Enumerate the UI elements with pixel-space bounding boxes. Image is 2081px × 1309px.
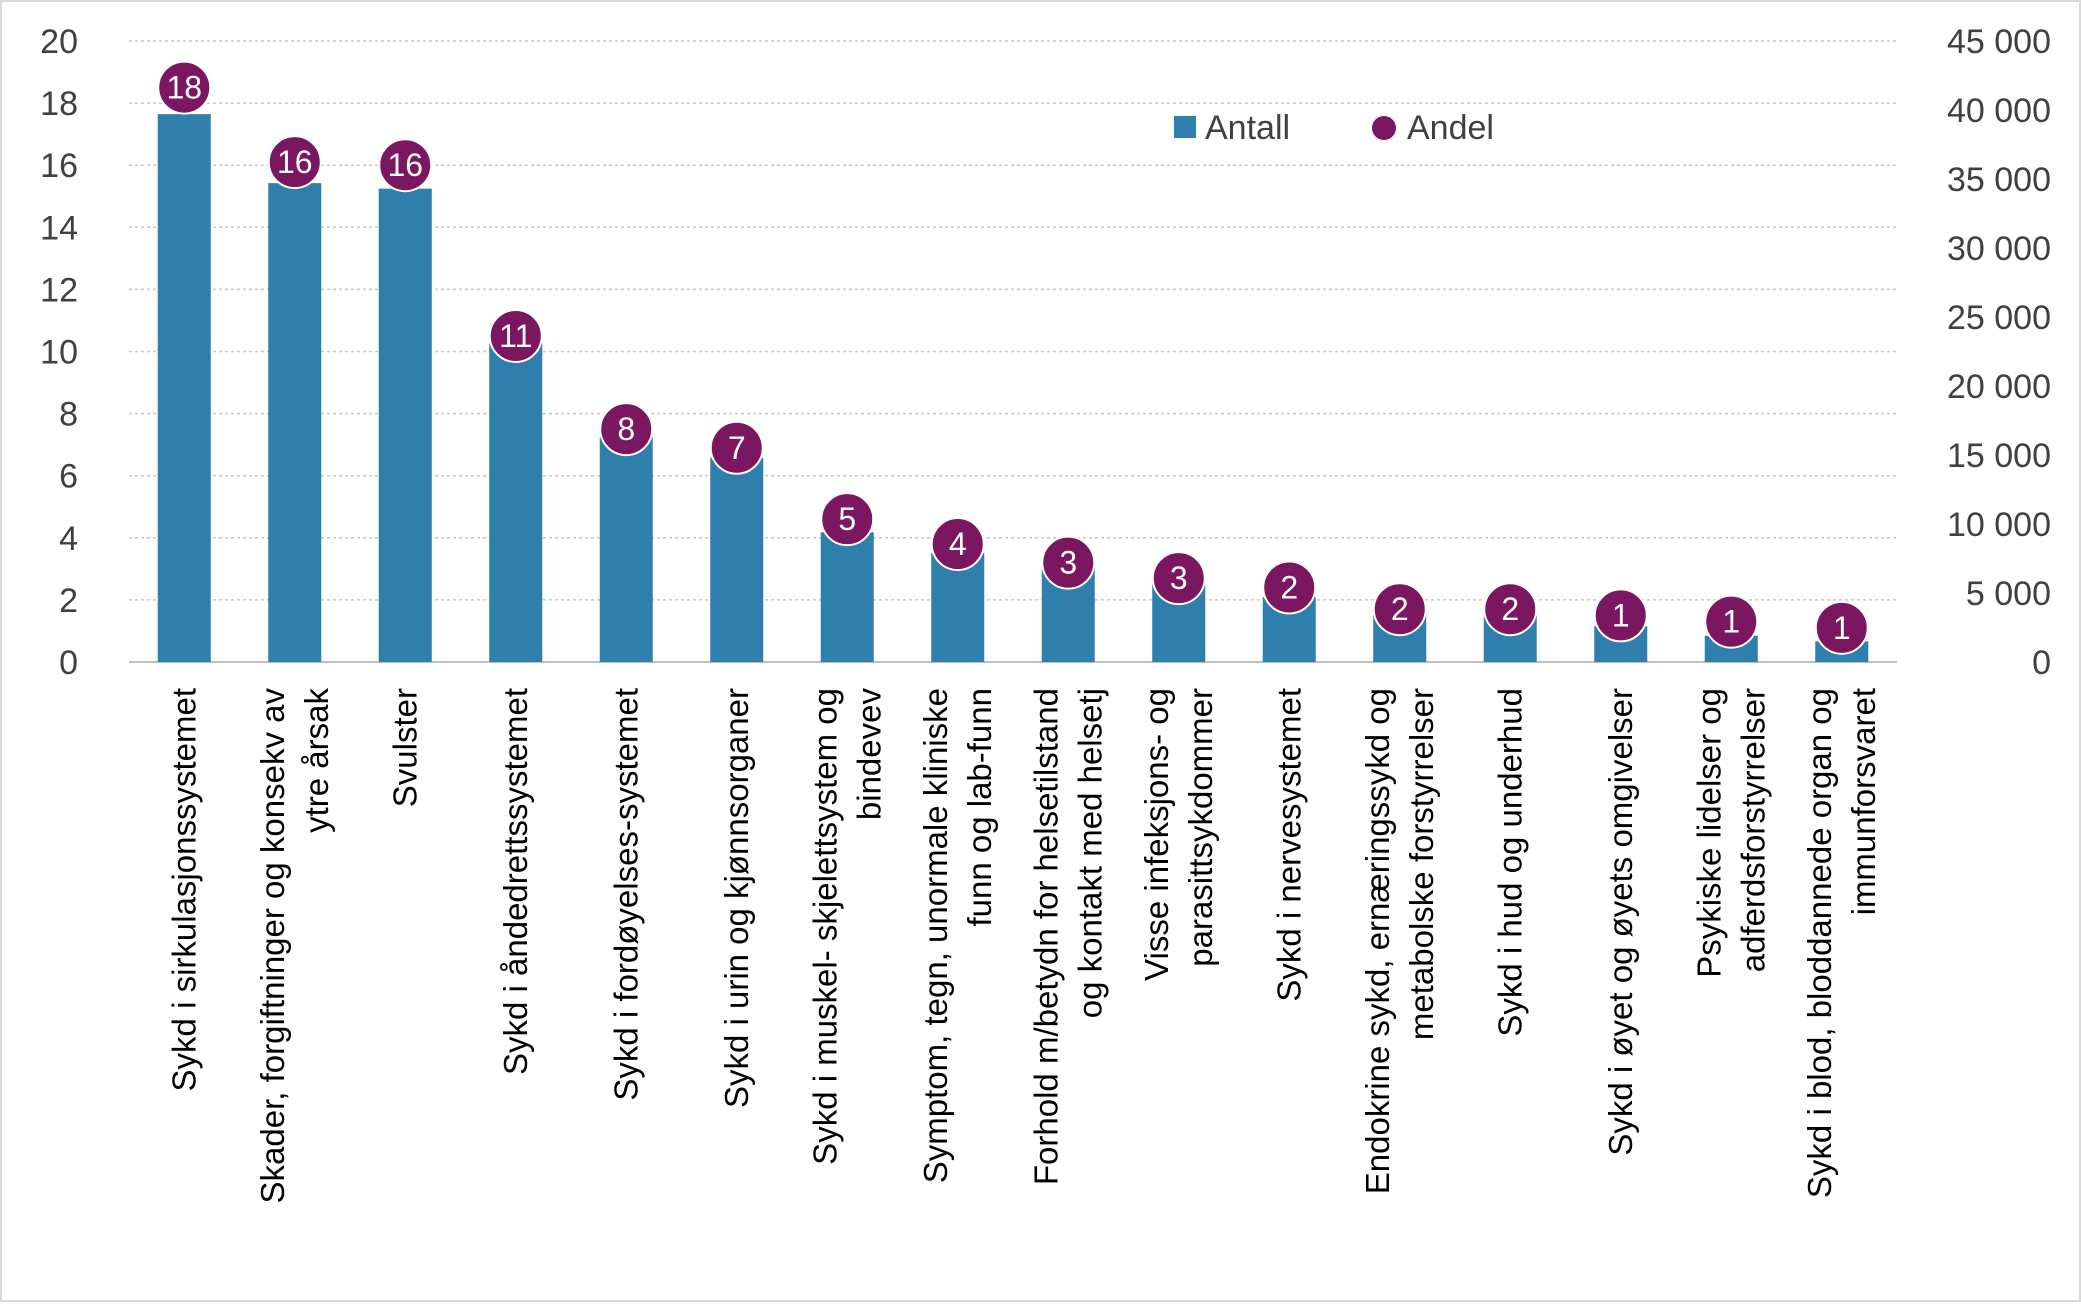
legend: Antall Andel [1174,109,1494,147]
category-label: immunforsvaret [1845,688,1882,915]
bar-antall [157,114,211,662]
legend-label-andel: Andel [1407,109,1494,147]
y-left-tick-label: 10 [40,334,78,372]
category-label: Sykd i blod, bloddannede organ og [1801,688,1838,1198]
dot-andel [378,138,433,193]
category-label: Forhold m/betydn for helsetilstand [1027,688,1064,1185]
dot-andel-label: 4 [949,526,967,562]
category-label: Psykiske lidelser og [1690,688,1727,978]
legend-swatch-andel [1372,116,1396,140]
dot-andel [1593,588,1648,643]
bar-antall [268,183,322,662]
dot-andel [1041,535,1096,590]
dot-andel [1372,582,1427,637]
dot-andel-label: 16 [277,144,313,180]
category-label: bindevev [850,688,887,821]
dot-andel-label: 1 [1612,597,1630,633]
category-label: Sykd i øyet og øyets omgivelser [1602,688,1639,1156]
dot-andel [1483,582,1538,637]
legend-swatch-antall [1174,116,1196,138]
dot-andel [1262,560,1317,615]
y-right-tick-label: 5 000 [1966,575,2051,613]
left-axis-ticks: 0 2 4 6 8 10 12 14 16 18 20 [40,23,78,682]
dot-andel [1814,600,1869,655]
dot-andel [599,402,654,457]
category-label: Visse infeksjons- og [1138,688,1175,981]
y-right-tick-label: 10 000 [1947,506,2051,544]
bar-antall [599,437,653,662]
category-label: metabolske forstyrrelser [1403,688,1440,1040]
dot-andel-label: 1 [1833,610,1851,646]
category-label: Svulster [386,688,423,807]
category-label: Sykd i urin og kjønnsorganer [718,688,755,1108]
y-left-tick-label: 20 [40,23,78,61]
dot-andel-label: 7 [728,430,746,466]
category-label: Sykd i fordøyelses-systemet [607,688,644,1101]
category-labels: Sykd i sirkulasjonssystemet Skader, forgi… [165,688,1882,1204]
dot-andel-label: 2 [1280,569,1298,605]
category-label: Sykd i sirkulasjonssystemet [165,688,202,1091]
dot-andel-label: 3 [1059,545,1077,581]
y-left-tick-label: 8 [59,396,78,434]
dot-andel-label: 1 [1722,604,1740,640]
dot-andel-label: 2 [1391,591,1409,627]
bar-series [157,114,1869,662]
category-label: Sykd i muskel- skjelettsystem og [806,688,843,1165]
category-label: parasittsykdommer [1182,688,1219,967]
bar-antall [489,343,543,662]
dot-andel-label: 2 [1501,591,1519,627]
dot-andel-label: 11 [499,318,532,354]
right-axis-ticks: 0 5 000 10 000 15 000 20 000 25 000 30 000 35 0… [1947,23,2051,682]
y-left-tick-label: 14 [40,209,78,247]
dot-andel [488,308,543,363]
y-right-tick-label: 30 000 [1947,230,2051,268]
y-left-tick-label: 16 [40,147,78,185]
dot-andel [157,60,212,115]
dot-andel-label: 5 [838,501,856,537]
y-left-tick-label: 0 [59,644,78,682]
dot-andel [1151,551,1206,606]
y-right-tick-label: 35 000 [1947,161,2051,199]
category-label: ytre årsak [298,688,335,833]
dot-andel-label: 3 [1170,560,1188,596]
y-right-tick-label: 40 000 [1947,92,2051,130]
bar-antall [820,532,874,662]
bar-antall [378,188,432,662]
y-left-tick-label: 4 [59,520,78,558]
dot-andel [820,492,875,547]
y-left-tick-label: 18 [40,85,78,123]
dot-andel [709,420,764,475]
category-label: Sykd i nervesystemet [1270,688,1307,1002]
y-left-tick-label: 6 [59,458,78,496]
category-label: Sykd i åndedrettssystemet [497,688,534,1075]
category-label: Skader, forgiftninger og konsekv av [254,688,291,1204]
category-label: adferdsforstyrrelser [1734,688,1771,972]
y-left-tick-label: 12 [40,271,78,309]
category-label: Sykd i hud og underhud [1491,688,1528,1037]
dot-andel-label: 18 [166,70,202,106]
category-label: funn og lab-funn [961,688,998,927]
y-left-tick-label: 2 [59,582,78,620]
y-right-tick-label: 0 [2032,644,2051,682]
bar-antall [710,457,764,662]
dot-andel-label: 8 [617,411,635,447]
y-right-tick-label: 25 000 [1947,299,2051,337]
y-right-tick-label: 20 000 [1947,368,2051,406]
category-label: Endokrine sykd, ernæringssykd og [1359,688,1396,1194]
category-label: Symptom, tegn, unormale kliniske [917,688,954,1183]
dot-andel-label: 16 [387,147,423,183]
y-right-tick-label: 45 000 [1947,23,2051,61]
dot-andel [930,517,985,572]
dot-andel [267,135,322,190]
legend-label-antall: Antall [1205,109,1290,147]
y-right-tick-label: 15 000 [1947,437,2051,475]
category-label: og kontakt med helsetj [1071,688,1108,1018]
dot-andel [1704,594,1759,649]
bar-antall [931,552,985,662]
